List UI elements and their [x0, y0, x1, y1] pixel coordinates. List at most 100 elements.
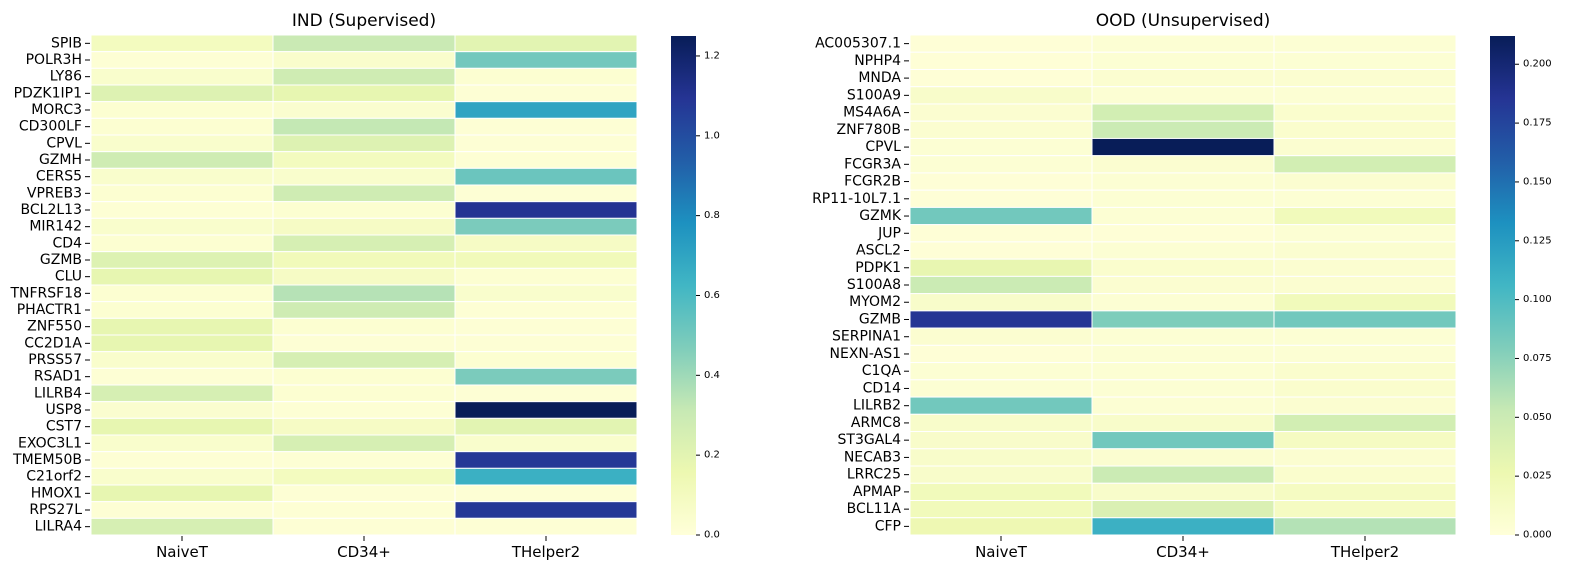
- colorbar-tick-label: 0.150: [1523, 176, 1552, 187]
- heatmap-panel-ind: IND (Supervised) SPIBPOLR3HLY86PDZK1IP1M…: [9, 11, 719, 561]
- heatmap-cell-gzmb-thelper2: [1273, 310, 1457, 329]
- row-label-tnfrsf18: TNFRSF18: [9, 285, 82, 301]
- heatmap-cell-s100a8-thelper2: [1273, 275, 1457, 295]
- heatmap-cell-rps27l-cd34: [272, 501, 456, 519]
- heatmap-cell-s100a9-thelper2: [1273, 86, 1457, 105]
- row-label-c21orf2: C21orf2: [26, 469, 82, 485]
- heatmap-cell-lilrb2-naivet: [909, 396, 1093, 415]
- heatmap-cell-serpina1-cd34: [1091, 327, 1275, 346]
- row-label-nexn-as1: NEXN-AS1: [830, 346, 902, 362]
- colorbar-tick-label: 0.200: [1523, 59, 1552, 70]
- heatmap-cell-rsad1-naivet: [90, 367, 274, 386]
- heatmap-cell-phactr1-cd34: [272, 301, 456, 319]
- heatmap-cell-vpreb3-thelper2: [454, 184, 638, 203]
- heatmap-cell-cd300lf-cd34: [272, 117, 456, 136]
- row-label-cd300lf: CD300LF: [19, 119, 82, 135]
- heatmap-cell-apmap-naivet: [909, 482, 1093, 502]
- colorbar-gradient: [671, 36, 696, 535]
- row-label-lrrc25: LRRC25: [847, 467, 901, 483]
- heatmap-cell-cfp-cd34: [1091, 517, 1275, 536]
- heatmap-cell-usp8-naivet: [90, 401, 274, 419]
- heatmap-cell-apmap-cd34: [1091, 482, 1275, 502]
- heatmap-cell-bcl2l13-cd34: [272, 201, 456, 219]
- row-label-cst7: CST7: [46, 419, 82, 435]
- heatmap-cell-pdpk1-thelper2: [1273, 258, 1457, 277]
- colorbar-tick-label: 0.050: [1523, 412, 1552, 423]
- heatmap-cell-ly86-thelper2: [454, 67, 638, 86]
- heatmap-cell-rp11-10l7-1-naivet: [909, 189, 1093, 208]
- heatmap-cell-prss57-cd34: [272, 351, 456, 369]
- heatmap-cell-st3gal4-cd34: [1091, 431, 1275, 450]
- row-label-rps27l: RPS27L: [29, 502, 82, 518]
- heatmap-cell-lilrb4-naivet: [90, 384, 274, 403]
- row-label-mir142: MIR142: [29, 219, 82, 235]
- heatmap-cell-rps27l-thelper2: [454, 501, 638, 519]
- heatmap-cell-usp8-thelper2: [454, 401, 638, 419]
- colorbar-tick-label: 0.175: [1523, 118, 1552, 129]
- heatmap-cell-znf780b-naivet: [909, 120, 1093, 139]
- row-label-ascl2: ASCL2: [856, 243, 901, 259]
- heatmap-cell-cd4-naivet: [90, 234, 274, 253]
- heatmap-cell-pdzk1ip1-cd34: [272, 84, 456, 103]
- chart-title-ood: OOD (Unsupervised): [1096, 11, 1271, 31]
- heatmap-cell-lilra4-thelper2: [454, 517, 638, 536]
- row-label-znf550: ZNF550: [27, 319, 82, 335]
- heatmap-cell-spib-cd34: [272, 34, 456, 53]
- heatmap-cell-bcl11a-naivet: [909, 500, 1093, 519]
- row-label-pdpk1: PDPK1: [855, 260, 901, 276]
- heatmap-cell-clu-cd34: [272, 267, 456, 286]
- row-label-mnda: MNDA: [858, 70, 901, 86]
- colorbar-tick-label: 0.6: [704, 290, 720, 301]
- heatmap-cell-ms4a6a-naivet: [909, 103, 1093, 122]
- heatmap-cell-cd300lf-thelper2: [454, 117, 638, 136]
- heatmap-cell-prss57-naivet: [90, 351, 274, 369]
- heatmap-cell-necab3-thelper2: [1273, 448, 1457, 467]
- heatmap-cell-vpreb3-cd34: [272, 184, 456, 203]
- heatmap-cell-fcgr3a-naivet: [909, 155, 1093, 174]
- heatmap-cell-cc2d1a-thelper2: [454, 334, 638, 353]
- heatmap-cell-mnda-cd34: [1091, 68, 1275, 88]
- heatmap-cell-ly86-naivet: [90, 67, 274, 86]
- heatmap-cell-nexn-as1-cd34: [1091, 344, 1275, 364]
- colorbar-ood: 0.000 0.025 0.050 0.075 0.100 0.125 0.150 0.175…: [1490, 36, 1552, 541]
- heatmap-cell-fcgr2b-naivet: [909, 172, 1093, 191]
- colorbar-tick-label: 0.8: [704, 210, 720, 221]
- colorbar-tick-label: 0.125: [1523, 235, 1552, 246]
- heatmap-cell-cc2d1a-cd34: [272, 334, 456, 353]
- row-label-nphp4: NPHP4: [854, 53, 901, 69]
- heatmap-cell-cst7-thelper2: [454, 417, 638, 436]
- row-label-fcgr2b: FCGR2B: [844, 174, 901, 190]
- row-label-ly86: LY86: [50, 69, 82, 85]
- heatmap-cell-ac005307-1-cd34: [1091, 34, 1275, 53]
- heatmap-cell-gzmh-naivet: [90, 151, 274, 169]
- heatmap-cell-cd300lf-naivet: [90, 117, 274, 136]
- row-label-myom2: MYOM2: [849, 294, 901, 310]
- heatmap-cell-bcl11a-cd34: [1091, 500, 1275, 519]
- heatmap-cell-bcl2l13-thelper2: [454, 201, 638, 219]
- heatmap-cell-cc2d1a-naivet: [90, 334, 274, 353]
- heatmap-cell-cpvl-naivet: [909, 137, 1093, 157]
- row-label-exoc3l1: EXOC3L1: [18, 435, 82, 451]
- heatmap-cell-s100a8-cd34: [1091, 275, 1275, 295]
- heatmap-cell-serpina1-naivet: [909, 327, 1093, 346]
- heatmap-cell-mir142-naivet: [90, 217, 274, 236]
- row-label-rsad1: RSAD1: [34, 369, 82, 385]
- row-label-polr3h: POLR3H: [26, 52, 82, 68]
- heatmap-cell-c1qa-thelper2: [1273, 362, 1457, 381]
- row-label-necab3: NECAB3: [844, 449, 901, 465]
- heatmap-cell-gzmk-thelper2: [1273, 206, 1457, 226]
- heatmap-cell-cers5-cd34: [272, 167, 456, 186]
- heatmap-cell-rps27l-naivet: [90, 501, 274, 519]
- heatmap-cell-exoc3l1-thelper2: [454, 434, 638, 453]
- heatmap-cell-morc3-cd34: [272, 101, 456, 119]
- heatmap-cell-hmox1-thelper2: [454, 484, 638, 503]
- heatmap-cell-tmem50b-naivet: [90, 451, 274, 469]
- colorbar-tick-label: 1.0: [704, 130, 720, 141]
- heatmap-cell-armc8-cd34: [1091, 413, 1275, 433]
- heatmap-cell-fcgr3a-thelper2: [1273, 155, 1457, 174]
- colorbar-ind: 0.0 0.2 0.4 0.6 0.8 1.0 1.2: [671, 36, 720, 541]
- heatmap-cell-cers5-naivet: [90, 167, 274, 186]
- heatmap-cell-lilra4-cd34: [272, 517, 456, 536]
- heatmap-cell-fcgr2b-thelper2: [1273, 172, 1457, 191]
